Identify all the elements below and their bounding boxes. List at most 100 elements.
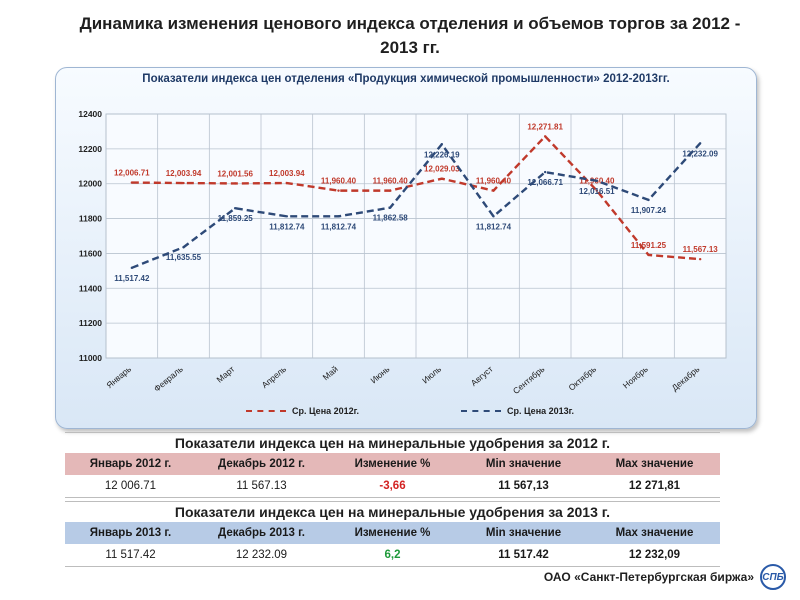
data-point xyxy=(233,207,237,210)
x-tick-label: Июль xyxy=(420,364,443,386)
value-cell: 11 517.42 xyxy=(498,549,549,561)
data-point xyxy=(130,181,134,184)
data-point xyxy=(543,135,547,138)
change-value-positive: 6,2 xyxy=(384,549,401,561)
x-tick-label: Ноябрь xyxy=(621,364,650,391)
data-point xyxy=(543,170,547,174)
data-point xyxy=(698,257,702,261)
footer: ОАО «Санкт-Петербургская биржа» СПБ xyxy=(544,564,786,590)
data-label: 12,001.56 xyxy=(217,169,253,178)
data-point xyxy=(595,189,599,192)
header-cell: Декабрь 2013 г. xyxy=(218,527,305,539)
x-tick-label: Октябрь xyxy=(566,364,598,393)
data-point xyxy=(285,181,289,185)
data-label: 11,862.58 xyxy=(373,214,409,223)
table-header-2013: Январь 2013 г. Декабрь 2013 г. Изменение… xyxy=(65,522,720,544)
header-cell: Январь 2012 г. xyxy=(89,458,172,470)
y-tick-label: 11400 xyxy=(79,283,102,293)
x-tick-label: Июнь xyxy=(368,364,391,386)
value-cell: 12 006.71 xyxy=(104,480,157,492)
table-title-2012: Показатели индекса цен на минеральные уд… xyxy=(65,432,720,453)
data-point xyxy=(647,198,650,202)
data-label: 12,016.51 xyxy=(579,187,615,196)
value-cell: 12 232.09 xyxy=(235,549,288,561)
value-cell: 11 567.13 xyxy=(236,480,287,492)
data-label: 11,635.55 xyxy=(166,253,202,262)
data-label: 12,271.81 xyxy=(527,122,563,131)
table-title-2013: Показатели индекса цен на минеральные уд… xyxy=(65,501,720,522)
data-label: 11,907.24 xyxy=(631,206,667,215)
header-cell: Max значение xyxy=(615,458,694,470)
y-tick-label: 12200 xyxy=(78,144,102,154)
table-row-2013: 11 517.42 12 232.09 6,2 11 517.42 12 232… xyxy=(65,544,720,567)
data-label: 11,567.13 xyxy=(683,245,719,254)
page-title: Динамика изменения ценового индекса отде… xyxy=(79,14,741,57)
data-point xyxy=(233,182,237,185)
y-tick-label: 11800 xyxy=(79,214,102,224)
data-label: 11,960.40 xyxy=(373,177,409,186)
change-value-negative: -3,66 xyxy=(379,480,406,492)
chart-panel: Показатели индекса цен отделения «Продук… xyxy=(55,67,757,429)
header-cell: Min значение xyxy=(485,458,562,470)
header-cell: Январь 2013 г. xyxy=(89,527,172,539)
data-point xyxy=(130,266,134,270)
y-tick-label: 11600 xyxy=(79,248,102,258)
y-tick-label: 12000 xyxy=(78,179,102,189)
data-point xyxy=(595,179,599,183)
data-point xyxy=(440,177,444,180)
data-label: 12,226.19 xyxy=(424,150,460,159)
x-tick-label: Март xyxy=(214,364,236,385)
legend-swatch-2013 xyxy=(461,410,501,412)
header-cell: Изменение % xyxy=(354,527,431,539)
data-label: 12,232.09 xyxy=(682,149,718,158)
x-tick-label: Февраль xyxy=(152,364,185,394)
data-label: 12,003.94 xyxy=(269,169,305,178)
data-point xyxy=(285,215,289,218)
y-tick-label: 11000 xyxy=(79,353,102,363)
x-tick-label: Январь xyxy=(104,364,133,391)
legend-2013: Ср. Цена 2013г. xyxy=(461,406,574,416)
data-point xyxy=(492,189,495,192)
legend-2012: Ср. Цена 2012г. xyxy=(246,406,359,416)
table-row-2012: 12 006.71 11 567.13 -3,66 11 567,13 12 2… xyxy=(65,475,720,498)
data-point xyxy=(182,181,185,185)
x-tick-label: Декабрь xyxy=(670,364,702,393)
x-tick-label: Май xyxy=(321,364,340,383)
value-cell: 11 567,13 xyxy=(498,480,549,492)
data-label: 11,812.74 xyxy=(269,222,305,231)
x-tick-label: Сентябрь xyxy=(511,364,547,397)
data-point xyxy=(388,189,392,192)
data-label: 11,517.42 xyxy=(114,274,150,283)
table-header-2012: Январь 2012 г. Декабрь 2012 г. Изменение… xyxy=(65,453,720,475)
data-point xyxy=(388,206,392,209)
legend-label-2012: Ср. Цена 2012г. xyxy=(292,406,359,416)
footer-org: ОАО «Санкт-Петербургская биржа» xyxy=(543,570,754,584)
data-point xyxy=(440,143,444,146)
exchange-logo-icon: СПБ xyxy=(760,564,786,590)
table-2012: Показатели индекса цен на минеральные уд… xyxy=(65,432,720,498)
y-tick-label: 12400 xyxy=(78,109,102,119)
header-cell: Декабрь 2012 г. xyxy=(218,458,305,470)
data-point xyxy=(647,253,650,257)
data-label: 11,812.74 xyxy=(476,222,512,231)
data-label: 12,006.71 xyxy=(114,169,150,178)
data-label: 11,859.25 xyxy=(218,214,254,223)
data-point xyxy=(182,246,185,249)
data-label: 12,066.71 xyxy=(527,178,563,187)
data-point xyxy=(337,189,340,192)
data-label: 12,003.94 xyxy=(166,169,202,178)
data-point xyxy=(492,215,495,218)
series-line-1 xyxy=(131,142,702,269)
series-line-0 xyxy=(131,135,701,261)
x-tick-label: Апрель xyxy=(260,364,289,391)
y-tick-label: 11200 xyxy=(79,318,102,328)
value-cell: 12 232,09 xyxy=(628,549,681,561)
data-label: 11,960.40 xyxy=(476,177,512,186)
data-label: 11,960.40 xyxy=(321,177,357,186)
chart-title: Показатели индекса цен отделения «Продук… xyxy=(142,73,670,85)
data-label: 11,812.74 xyxy=(321,222,357,231)
header-cell: Max значение xyxy=(615,527,694,539)
table-2013: Показатели индекса цен на минеральные уд… xyxy=(65,501,720,567)
data-label: 11,591.25 xyxy=(631,241,667,250)
value-cell: 11 517.42 xyxy=(105,549,156,561)
